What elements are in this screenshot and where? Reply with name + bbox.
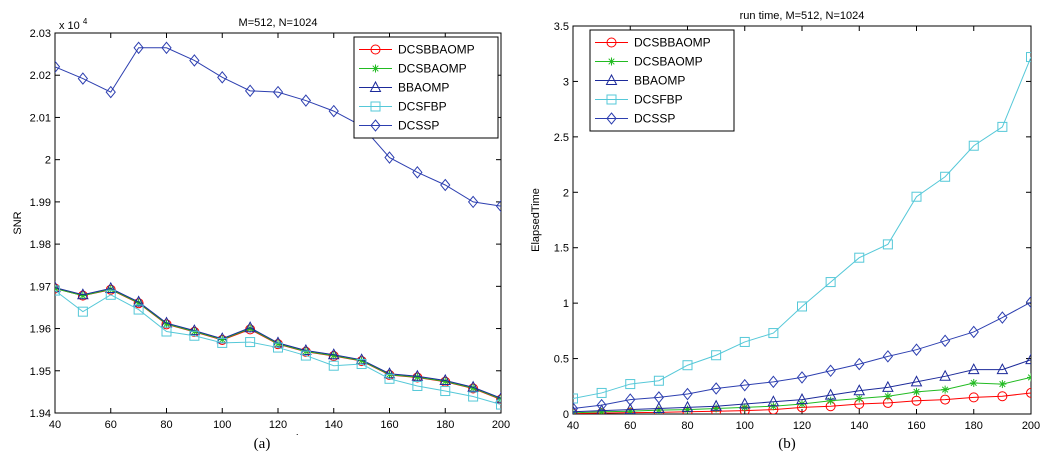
chart-a-xtick-label: 120 [269,419,287,431]
chart-b-title: run time, M=512, N=1024 [740,10,865,22]
chart-b-legend-label: BBAOMP [634,74,685,88]
chart-a-ytick-label: 1.96 [30,324,51,336]
chart-panel-a: M=512, N=1024 x 10 4 40 60 80 100 120 140 160 180… [0,0,525,460]
chart-a-legend-label: DCSFBP [398,100,447,114]
chart-b-point [998,380,1006,388]
chart-b-ytick-label: 3 [563,76,569,88]
chart-b-xtick-label: 40 [567,420,579,432]
chart-b-point [941,386,949,394]
chart-b-xtick-label: 80 [681,420,693,432]
chart-b-ytick-label: 0.5 [554,354,569,366]
chart-b-ytick-label: 1.5 [554,243,569,255]
chart-b-xtick-label: 200 [1022,420,1040,432]
chart-a-legend-label: DCSBAOMP [398,62,467,76]
chart-a-xtick-label: 60 [105,419,117,431]
chart-b-xtick-label: 60 [624,420,636,432]
snr-chart: M=512, N=1024 x 10 4 40 60 80 100 120 140 160 180… [0,0,525,435]
chart-panel-b: run time, M=512, N=1024 40 60 80 100 120 140 16… [525,0,1050,460]
chart-b-point [855,394,863,402]
chart-b-ytick-label: 1 [563,298,569,310]
chart-b-point [598,408,606,416]
chart-b-ylabel: ElapsedTime [530,188,542,252]
chart-b-legend-label: DCSSP [634,112,675,126]
chart-b-legend: DCSBBAOMP DCSBAOMP BBAOMP DCSFBP DCSSP [590,30,734,131]
chart-a-legend-label: DCSSP [398,119,439,133]
chart-b-point [884,392,892,400]
chart-a-legend-label: DCSBBAOMP [398,43,475,57]
chart-a-ytick-label: 1.98 [30,239,51,251]
chart-b-legend-label: DCSBBAOMP [634,36,711,50]
chart-a-ytick-label: 1.95 [30,366,51,378]
caption-a: (a) [254,436,271,453]
chart-a-xtick-label: 200 [492,419,510,431]
chart-b-xtick-label: 100 [736,420,754,432]
chart-a-xtick-label: 140 [325,419,343,431]
chart-b-point [970,379,978,387]
chart-a-ylabel: SNR [12,211,24,234]
chart-b-legend-label: DCSFBP [634,93,683,107]
chart-a-exponent-label: x 10 4 [59,17,88,32]
chart-a-legend-label: BBAOMP [398,81,449,95]
chart-b-legend-label: DCSBAOMP [634,55,703,69]
chart-a-ytick-label: 2.01 [30,112,51,124]
chart-b-xtick-label: 140 [850,420,868,432]
chart-a-ytick-label: 2.03 [30,28,51,40]
chart-b-point [913,388,921,396]
chart-b-ytick-label: 2 [563,187,569,199]
chart-b-xtick-label: 160 [907,420,925,432]
chart-a-xtick-label: 80 [160,419,172,431]
runtime-chart: run time, M=512, N=102440 60 80 100 120 140 16… [525,0,1050,435]
chart-a-xlabel: sparse_value [245,433,310,435]
chart-a-ytick-label: 1.99 [30,197,51,209]
chart-a-xtick-label: 180 [436,419,454,431]
chart-b-ytick-label: 0 [563,409,569,421]
chart-b-ytick-label: 2.5 [554,132,569,144]
chart-a-ytick-label: 2 [45,155,51,167]
chart-a-xtick-label: 160 [380,419,398,431]
chart-a-ytick-label: 1.94 [30,408,51,420]
chart-a-title: M=512, N=1024 [239,17,318,29]
chart-a-legend-marker [372,65,380,73]
chart-b-point [827,397,835,405]
chart-a-ytick-label: 2.02 [30,70,51,82]
chart-b-xtick-label: 120 [793,420,811,432]
chart-a-legend: DCSBBAOMP DCSBAOMP BBAOMP DCSFBP DCSSP [354,37,498,138]
chart-a-xtick-label: 100 [213,419,231,431]
caption-b: (b) [778,436,796,453]
chart-b-ytick-label: 3.5 [554,21,569,33]
chart-a-xtick-label: 40 [49,419,61,431]
chart-b-legend-marker [608,58,616,66]
chart-a-ytick-label: 1.97 [30,281,51,293]
chart-b-xlabel: sparse_value [769,434,834,435]
chart-b-xtick-label: 180 [965,420,983,432]
